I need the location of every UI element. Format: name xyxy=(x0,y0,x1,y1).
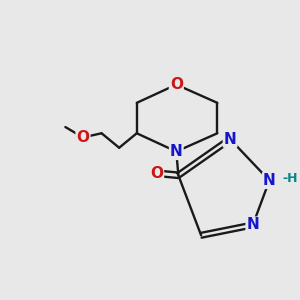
Text: N: N xyxy=(224,132,236,147)
Text: -H: -H xyxy=(282,172,298,185)
Text: O: O xyxy=(76,130,89,145)
Text: O: O xyxy=(150,166,163,181)
Text: N: N xyxy=(246,218,259,232)
Text: N: N xyxy=(170,144,183,159)
Text: N: N xyxy=(263,173,276,188)
Text: O: O xyxy=(170,77,183,92)
